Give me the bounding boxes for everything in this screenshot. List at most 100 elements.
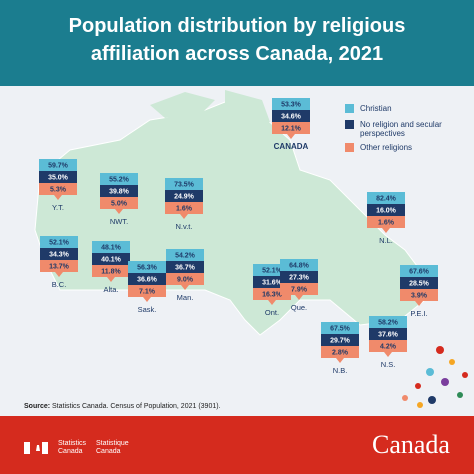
value-label: 28.5%: [409, 281, 430, 288]
value-label: 7.1%: [139, 289, 156, 296]
agency-fr: Statistique Canada: [96, 440, 129, 455]
pointer: [54, 195, 62, 200]
island: [150, 92, 215, 118]
value-cell: [272, 98, 310, 110]
value-cell: [92, 241, 130, 253]
region-name: Y.T.: [52, 203, 64, 212]
value-label: 29.7%: [330, 338, 351, 345]
value-cell: [165, 178, 203, 190]
value-cell: [321, 334, 359, 346]
value-cell: [166, 261, 204, 273]
value-label: 2.8%: [332, 350, 349, 357]
value-label: 31.6%: [262, 280, 283, 287]
value-label: 37.6%: [378, 332, 399, 339]
footer-band: [0, 416, 474, 474]
region-name: N.B.: [333, 366, 348, 375]
legend-swatch: [345, 104, 354, 113]
legend-label: No religion and secular perspectives: [360, 120, 442, 138]
value-cell: [272, 110, 310, 122]
value-label: 53.3%: [281, 102, 302, 109]
value-label: 7.9%: [291, 287, 308, 294]
legend-label: Other religions: [360, 143, 413, 152]
value-label: 54.2%: [175, 253, 196, 260]
legend-label: Christian: [360, 104, 392, 113]
region-name: B.C.: [52, 280, 67, 289]
pointer: [415, 301, 423, 306]
value-label: 52.1%: [49, 240, 70, 247]
value-label: 5.0%: [111, 201, 128, 208]
pointer: [384, 352, 392, 357]
value-cell: [400, 265, 438, 277]
pointer: [143, 297, 151, 302]
value-label: 67.6%: [409, 269, 430, 276]
value-label: 5.3%: [50, 187, 67, 194]
pointer: [268, 300, 276, 305]
value-cell: [369, 340, 407, 352]
value-label: 56.3%: [137, 265, 158, 272]
source: Source: Statistics Canada. Census of Pop…: [24, 403, 221, 410]
agency-en: Statistics Canada: [58, 440, 87, 455]
value-label: 4.2%: [380, 344, 397, 351]
value-cell: [272, 122, 310, 134]
value-cell: [321, 322, 359, 334]
value-label: 36.7%: [175, 265, 196, 272]
value-label: 73.5%: [174, 182, 195, 189]
value-label: 58.2%: [378, 320, 399, 327]
value-label: 36.6%: [137, 277, 158, 284]
region-name: Que.: [291, 303, 307, 312]
value-cell: [400, 277, 438, 289]
value-cell: [165, 190, 203, 202]
value-cell: [166, 273, 204, 285]
value-cell: [100, 173, 138, 185]
value-cell: [128, 285, 166, 297]
value-label: 13.7%: [49, 264, 70, 271]
value-cell: [39, 159, 77, 171]
value-cell: [321, 346, 359, 358]
value-cell: [39, 171, 77, 183]
value-label: 27.3%: [289, 275, 310, 282]
pointer: [55, 272, 63, 277]
value-label: 67.5%: [330, 326, 351, 333]
value-label: 64.8%: [289, 263, 310, 270]
value-cell: [165, 202, 203, 214]
island: [225, 90, 270, 128]
region-name: NWT.: [110, 217, 128, 226]
value-label: 52.1%: [262, 268, 283, 275]
value-cell: [369, 328, 407, 340]
region-name: N.L.: [379, 236, 393, 245]
region-name: CANADA: [274, 142, 309, 151]
pointer: [181, 285, 189, 290]
value-label: 16.0%: [376, 208, 397, 215]
legend-swatch: [345, 120, 354, 129]
header: [0, 0, 474, 86]
pointer: [115, 209, 123, 214]
value-cell: [128, 273, 166, 285]
title: Population distribution by religious aff…: [68, 15, 406, 65]
pointer: [180, 214, 188, 219]
value-cell: [367, 216, 405, 228]
value-cell: [128, 261, 166, 273]
value-cell: [100, 197, 138, 209]
value-label: 11.8%: [101, 269, 121, 276]
pointer: [107, 277, 115, 282]
value-label: 59.7%: [48, 163, 69, 170]
value-cell: [280, 283, 318, 295]
maple-dots: [402, 346, 468, 408]
pointer: [336, 358, 344, 363]
value-label: 1.6%: [378, 220, 395, 227]
region-name: N.v.t.: [176, 222, 193, 231]
value-cell: [166, 249, 204, 261]
value-cell: [92, 253, 130, 265]
value-cell: [280, 259, 318, 271]
value-label: 35.0%: [48, 175, 69, 182]
value-label: 3.9%: [411, 293, 428, 300]
value-label: 16.3%: [262, 292, 283, 299]
legend-swatch: [345, 143, 354, 152]
value-label: 55.2%: [109, 177, 130, 184]
value-label: 48.1%: [101, 245, 122, 252]
value-label: 82.4%: [376, 196, 397, 203]
value-cell: [40, 248, 78, 260]
value-label: 9.0%: [177, 277, 194, 284]
value-label: 34.6%: [281, 114, 302, 121]
